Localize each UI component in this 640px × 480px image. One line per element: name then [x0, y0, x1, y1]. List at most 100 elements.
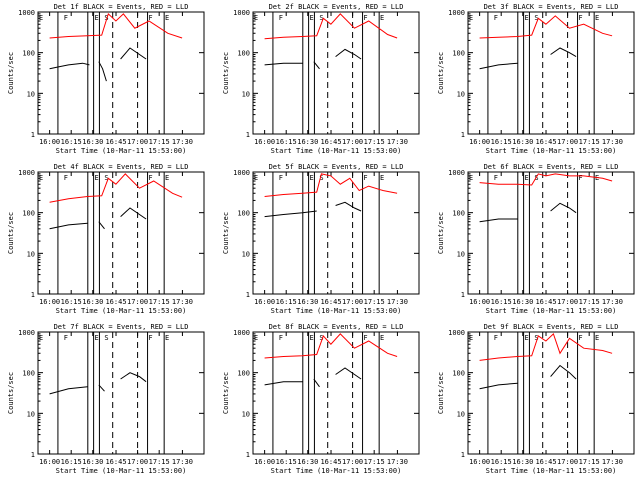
x-axis-label: Start Time (10-Mar-11 15:53:00): [486, 467, 617, 475]
y-tick-label: 1: [461, 291, 465, 299]
y-tick-label: 1000: [233, 9, 250, 17]
y-tick-label: 1000: [18, 169, 35, 177]
x-tick-label: 16:15: [491, 298, 512, 306]
panel-title: Det 1f BLACK = Events, RED = LLD: [54, 3, 189, 11]
panel-det-9: Det 9f BLACK = Events, RED = LLD 1 10 100 10…: [437, 323, 635, 475]
x-axis-label: Start Time (10-Mar-11 15:53:00): [56, 307, 187, 315]
flag-marker-label: E: [595, 14, 599, 22]
x-tick-label: 17:30: [172, 458, 193, 466]
series-line-lld: [264, 333, 398, 359]
x-tick-label: 16:15: [61, 298, 82, 306]
x-tick-label: 16:00: [39, 298, 60, 306]
series-line-lld: [479, 15, 613, 39]
x-axis-label: Start Time (10-Mar-11 15:53:00): [271, 307, 402, 315]
x-tick-label: 17:00: [557, 138, 578, 146]
x-tick-label: 17:15: [149, 458, 170, 466]
x-tick-label: 16:15: [276, 138, 297, 146]
flag-marker-label: F: [494, 334, 498, 342]
flag-marker-label: E: [469, 334, 473, 342]
panel-title: Det 5f BLACK = Events, RED = LLD: [269, 163, 404, 171]
series-line-events: [335, 367, 362, 380]
series-line-events: [335, 201, 362, 212]
series-line-lld: [49, 173, 183, 203]
y-tick-label: 1000: [448, 169, 465, 177]
series-line-events: [550, 202, 577, 214]
x-tick-label: 16:15: [491, 458, 512, 466]
flag-marker-label: E: [94, 334, 98, 342]
x-tick-label: 16:30: [512, 298, 533, 306]
x-tick-label: 16:00: [469, 138, 490, 146]
x-tick-label: 17:00: [557, 298, 578, 306]
y-tick-label: 1: [246, 451, 250, 459]
x-tick-label: 16:30: [82, 298, 103, 306]
panel-det-1: Det 1f BLACK = Events, RED = LLD 1 10 100 10…: [7, 3, 205, 155]
series-line-events: [49, 386, 88, 395]
flag-marker-label: F: [64, 14, 68, 22]
y-tick-label: 1000: [448, 329, 465, 337]
flag-marker-label: F: [578, 174, 582, 182]
y-tick-label: 1000: [233, 169, 250, 177]
x-tick-label: 17:15: [364, 298, 385, 306]
y-tick-label: 1: [31, 131, 35, 139]
flag-marker-label: F: [578, 14, 582, 22]
y-axis-label: Counts/sec: [7, 372, 15, 414]
series-line-events: [479, 382, 518, 390]
series-line-lld: [49, 12, 183, 39]
series-line-events: [335, 48, 362, 60]
flag-marker-label: F: [64, 334, 68, 342]
y-tick-label: 100: [452, 370, 465, 378]
series-line-lld: [264, 13, 398, 40]
series-line-events: [49, 62, 90, 70]
x-tick-label: 16:00: [254, 298, 275, 306]
x-tick-label: 16:30: [297, 458, 318, 466]
y-tick-label: 10: [242, 90, 250, 98]
x-tick-label: 17:15: [149, 138, 170, 146]
y-axis-label: Counts/sec: [437, 212, 445, 254]
x-axis-label: Start Time (10-Mar-11 15:53:00): [486, 307, 617, 315]
flag-marker-label: E: [380, 14, 384, 22]
x-axis-label: Start Time (10-Mar-11 15:53:00): [56, 147, 187, 155]
y-tick-label: 10: [27, 90, 35, 98]
flag-marker-label: S: [104, 174, 108, 182]
y-tick-label: 10: [457, 90, 465, 98]
panel-det-5: Det 5f BLACK = Events, RED = LLD 1 10 100 10…: [222, 163, 420, 315]
flag-marker-label: F: [494, 14, 498, 22]
series-line-events: [313, 378, 320, 388]
x-tick-label: 17:30: [172, 138, 193, 146]
flag-marker-label: S: [319, 14, 323, 22]
flag-marker-label: F: [279, 174, 283, 182]
y-tick-label: 100: [237, 210, 250, 218]
flag-marker-label: E: [595, 334, 599, 342]
x-tick-label: 16:30: [297, 138, 318, 146]
flag-marker-label: E: [39, 334, 43, 342]
series-line-events: [264, 210, 317, 218]
x-tick-label: 16:15: [491, 138, 512, 146]
y-axis-label: Counts/sec: [437, 52, 445, 94]
flag-marker-label: F: [148, 174, 152, 182]
x-tick-label: 16:45: [535, 298, 556, 306]
y-tick-label: 100: [22, 50, 35, 58]
x-tick-label: 16:45: [535, 458, 556, 466]
flag-marker-label: S: [319, 334, 323, 342]
y-tick-label: 1000: [448, 9, 465, 17]
series-line-events: [550, 364, 577, 380]
flag-marker-label: F: [363, 14, 367, 22]
x-tick-label: 17:15: [579, 138, 600, 146]
x-tick-label: 17:30: [172, 298, 193, 306]
flag-marker-label: E: [524, 14, 528, 22]
y-tick-label: 10: [457, 410, 465, 418]
flag-marker-label: E: [254, 334, 258, 342]
flag-marker-label: F: [279, 14, 283, 22]
flag-marker-label: E: [165, 174, 169, 182]
plot-frame: [467, 11, 635, 135]
x-tick-label: 17:00: [342, 458, 363, 466]
series-line-events: [49, 222, 88, 230]
x-tick-label: 17:15: [579, 298, 600, 306]
panel-det-2: Det 2f BLACK = Events, RED = LLD 1 10 100 10…: [222, 3, 420, 155]
series-line-lld: [264, 173, 398, 197]
x-tick-label: 17:30: [602, 458, 623, 466]
x-axis-label: Start Time (10-Mar-11 15:53:00): [486, 147, 617, 155]
flag-marker-label: F: [494, 174, 498, 182]
x-axis-label: Start Time (10-Mar-11 15:53:00): [56, 467, 187, 475]
y-tick-label: 1: [31, 451, 35, 459]
